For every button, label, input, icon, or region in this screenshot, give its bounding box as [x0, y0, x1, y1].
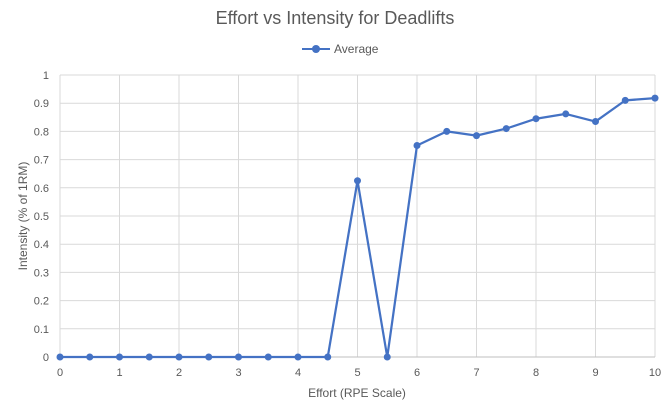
x-tick-label: 10 [649, 367, 661, 379]
data-point [56, 353, 64, 361]
x-tick-label: 2 [176, 367, 182, 379]
legend: Average [302, 41, 378, 57]
x-tick-label: 6 [414, 367, 420, 379]
y-tick-label: 0.4 [34, 239, 49, 251]
y-tick-label: 0.5 [34, 211, 49, 223]
data-point [175, 353, 183, 361]
data-point [473, 132, 480, 140]
x-tick-label: 9 [592, 367, 598, 379]
series-layer [56, 94, 659, 361]
data-point [383, 353, 391, 361]
chart-title: Effort vs Intensity for Deadlifts [215, 8, 455, 28]
x-tick-label: 8 [533, 367, 539, 379]
data-point [502, 125, 510, 133]
legend-series-marker [302, 42, 330, 56]
legend-series-label: Average [334, 42, 379, 56]
x-tick-label: 4 [295, 367, 301, 379]
x-tick-label: 3 [235, 367, 241, 379]
y-tick-label: 0.6 [34, 183, 49, 195]
y-tick-label: 0.8 [34, 126, 49, 138]
y-tick-label: 0.1 [34, 324, 49, 336]
y-tick-label: 1 [43, 70, 49, 82]
y-tick-label: 0.2 [34, 296, 49, 308]
x-tick-label: 1 [116, 367, 122, 379]
y-tick-label: 0.9 [34, 98, 49, 110]
y-tick-label: 0.7 [34, 155, 49, 167]
x-tick-label: 7 [473, 367, 479, 379]
x-tick-label: 5 [354, 367, 360, 379]
data-point [205, 353, 213, 361]
data-point [651, 94, 659, 102]
data-point [413, 142, 421, 149]
data-point [592, 118, 599, 126]
data-point [235, 353, 242, 361]
y-axis-title: Intensity (% of 1RM) [16, 162, 30, 271]
data-point [324, 353, 332, 361]
y-tick-label: 0 [43, 352, 49, 364]
data-point [294, 353, 302, 361]
x-axis-title: Effort (RPE Scale) [308, 386, 406, 400]
data-point [621, 96, 629, 104]
data-point [562, 110, 570, 118]
data-point [532, 115, 540, 123]
data-point [86, 353, 94, 361]
data-point [443, 127, 451, 135]
data-point [354, 177, 361, 185]
gridlines [59, 74, 656, 358]
x-tick-label: 0 [57, 367, 63, 379]
data-point [145, 353, 153, 361]
data-point [116, 353, 123, 361]
y-tick-label: 0.3 [34, 267, 49, 279]
data-point [264, 353, 272, 361]
